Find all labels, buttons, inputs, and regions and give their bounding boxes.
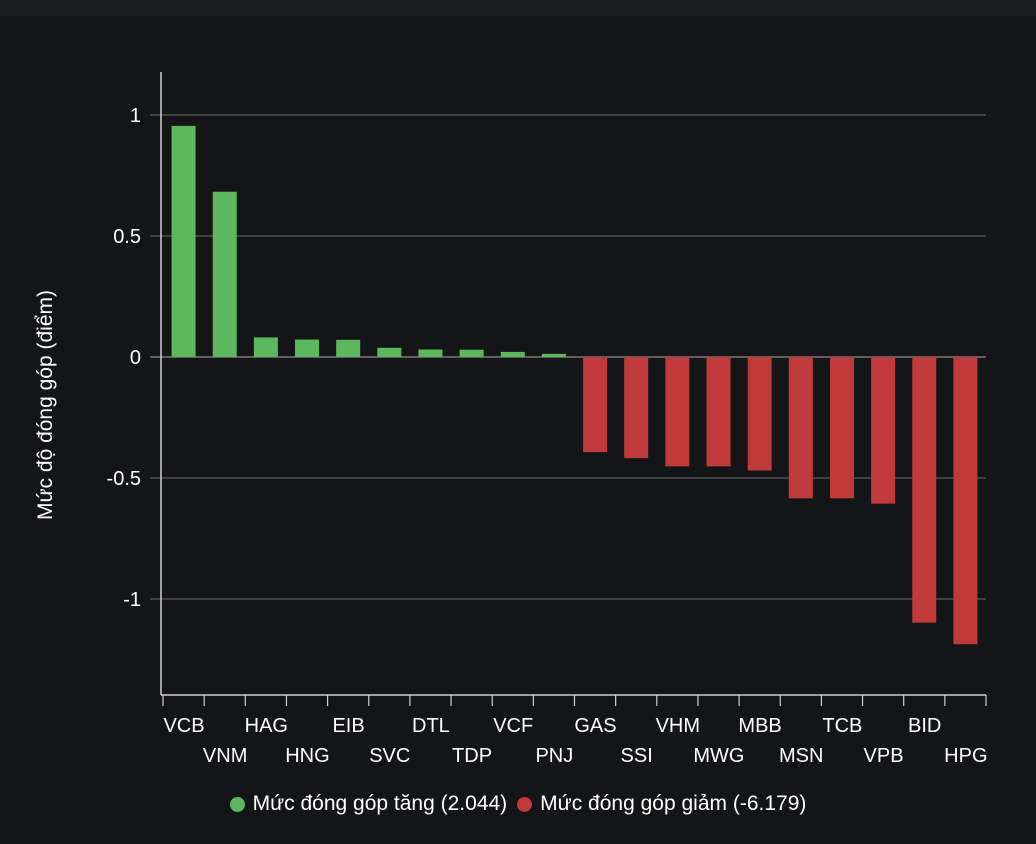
bar-mbb[interactable]: [747, 357, 772, 471]
x-tick-label: GAS: [574, 715, 616, 737]
legend: Mức đóng góp tăng (2.044) Mức đóng góp g…: [0, 792, 1036, 816]
bars: [171, 125, 978, 645]
tick-labels: 1 0.5 0 -0.5 -1 VCB VNM HAG HNGEIBSVCDTLTDPVCFPN…: [107, 105, 988, 767]
x-tick-label: MSN: [779, 745, 823, 767]
x-tick-label: VPB: [864, 745, 904, 767]
x-tick-label: HNG: [285, 745, 329, 767]
bar-dtl[interactable]: [418, 349, 443, 357]
y-tick-label: 0.5: [113, 226, 141, 248]
x-tick-label: TDP: [452, 745, 492, 767]
x-tick-label: VCB: [163, 715, 204, 737]
top-bar: [0, 0, 1036, 16]
x-tick-label: DTL: [412, 715, 450, 737]
bar-hng[interactable]: [295, 339, 320, 357]
bar-vnm[interactable]: [212, 191, 237, 357]
y-tick-label: 0: [130, 347, 141, 369]
x-tick-label: EIB: [332, 715, 364, 737]
bar-hpg[interactable]: [953, 357, 978, 645]
x-tick-label: MWG: [693, 745, 744, 767]
y-tick-label: 1: [130, 105, 141, 127]
bar-bid[interactable]: [912, 357, 937, 623]
x-tick-label: HAG: [245, 715, 288, 737]
x-tick-label: HPG: [944, 745, 987, 767]
x-tick-label: TCB: [822, 715, 862, 737]
bar-vcf[interactable]: [500, 351, 525, 357]
bar-vcb[interactable]: [171, 125, 196, 357]
y-axis-title: Mức độ đóng góp (điểm): [34, 290, 57, 520]
x-tick-label: SSI: [621, 745, 653, 767]
x-tick-label: VNM: [203, 745, 247, 767]
x-tick-label: VHM: [656, 715, 700, 737]
bar-vpb[interactable]: [871, 357, 896, 504]
bar-eib[interactable]: [336, 339, 361, 357]
bar-tdp[interactable]: [459, 349, 484, 357]
bar-pnj[interactable]: [541, 353, 566, 357]
bar-vhm[interactable]: [665, 357, 690, 467]
y-tick-label: -1: [123, 589, 141, 611]
legend-label-decrease: Mức đóng góp giảm (-6.179): [540, 792, 807, 815]
y-tick-label: -0.5: [107, 468, 141, 490]
x-tick-label: PNJ: [535, 745, 573, 767]
bar-gas[interactable]: [583, 357, 608, 453]
bar-mwg[interactable]: [706, 357, 731, 467]
legend-label-increase: Mức đóng góp tăng (2.044): [252, 792, 508, 815]
bar-hag[interactable]: [253, 337, 278, 357]
bar-tcb[interactable]: [829, 357, 854, 499]
legend-dot-decrease: [517, 796, 533, 812]
x-tick-label: MBB: [738, 715, 781, 737]
bar-svc[interactable]: [377, 347, 402, 357]
legend-dot-increase: [229, 796, 245, 812]
legend-item-increase[interactable]: Mức đóng góp tăng (2.044): [229, 792, 508, 816]
bar-msn[interactable]: [788, 357, 813, 499]
axes: [160, 72, 986, 696]
legend-item-decrease[interactable]: Mức đóng góp giảm (-6.179): [517, 792, 806, 816]
bar-ssi[interactable]: [624, 357, 649, 459]
x-tick-label: BID: [908, 715, 941, 737]
x-tick-label: SVC: [369, 745, 410, 767]
x-tick-label: VCF: [493, 715, 533, 737]
